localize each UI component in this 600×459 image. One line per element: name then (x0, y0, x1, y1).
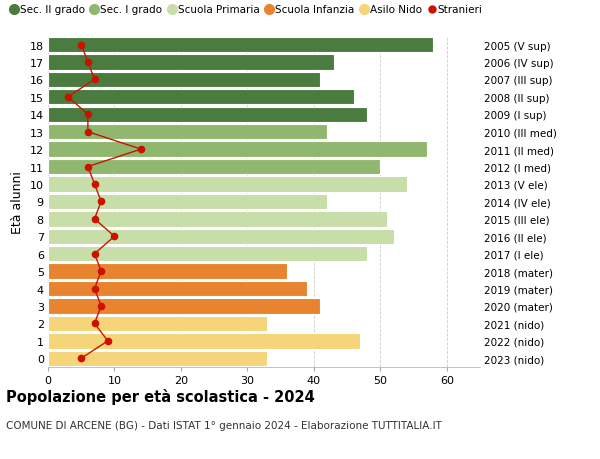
Bar (48, 55, 334, 71)
Legend: Sec. II grado, Sec. I grado, Scuola Primaria, Scuola Infanzia, Asilo Nido, Stran: Sec. II grado, Sec. I grado, Scuola Prim… (11, 5, 482, 15)
Bar (48, 73, 320, 88)
Bar (48, 351, 268, 366)
Bar (48, 229, 394, 244)
Bar (48, 333, 361, 349)
Bar (48, 212, 387, 227)
Y-axis label: Età alunni: Età alunni (11, 171, 24, 233)
Bar (48, 194, 327, 210)
Bar (48, 299, 320, 314)
Bar (48, 125, 327, 140)
Bar (48, 142, 427, 157)
Bar (48, 246, 367, 262)
Bar (48, 90, 354, 105)
Bar (48, 177, 407, 192)
Bar (48, 38, 433, 53)
Bar (48, 160, 380, 175)
Bar (48, 107, 367, 123)
Bar (48, 316, 268, 331)
Text: Popolazione per età scolastica - 2024: Popolazione per età scolastica - 2024 (6, 388, 315, 404)
Bar (48, 281, 307, 297)
Text: COMUNE DI ARCENE (BG) - Dati ISTAT 1° gennaio 2024 - Elaborazione TUTTITALIA.IT: COMUNE DI ARCENE (BG) - Dati ISTAT 1° ge… (6, 420, 442, 430)
Bar (48, 264, 287, 279)
